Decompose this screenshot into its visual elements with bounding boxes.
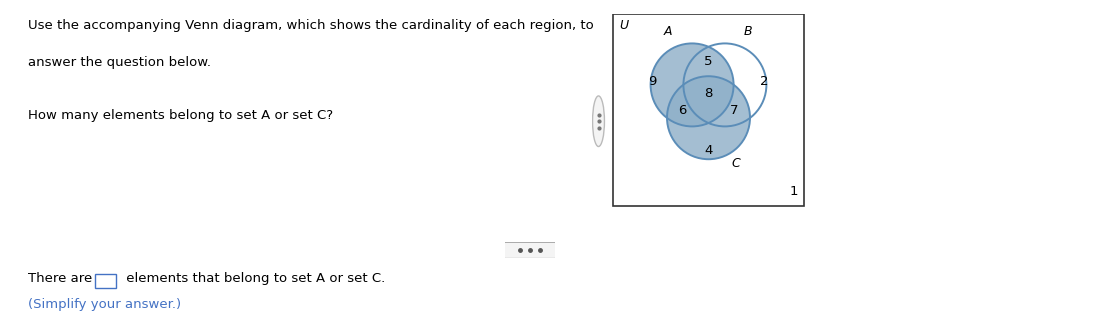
Text: U: U xyxy=(620,19,629,32)
FancyBboxPatch shape xyxy=(504,242,556,258)
Text: 5: 5 xyxy=(704,55,713,68)
Text: 9: 9 xyxy=(648,75,657,87)
FancyBboxPatch shape xyxy=(94,274,116,288)
Circle shape xyxy=(667,76,750,159)
Text: 2: 2 xyxy=(760,75,769,87)
Circle shape xyxy=(650,43,734,126)
Text: How many elements belong to set A or set C?: How many elements belong to set A or set… xyxy=(28,109,333,122)
Circle shape xyxy=(650,43,734,126)
Text: 7: 7 xyxy=(730,103,739,116)
Text: (Simplify your answer.): (Simplify your answer.) xyxy=(28,298,181,311)
Text: B: B xyxy=(744,25,752,38)
Text: C: C xyxy=(731,157,740,170)
Text: 8: 8 xyxy=(704,87,713,100)
Text: There are: There are xyxy=(28,272,96,285)
FancyBboxPatch shape xyxy=(613,14,804,205)
Text: 4: 4 xyxy=(704,144,713,157)
Text: A: A xyxy=(664,25,672,38)
Text: 1: 1 xyxy=(789,185,797,197)
Text: answer the question below.: answer the question below. xyxy=(28,56,211,69)
Text: elements that belong to set A or set C.: elements that belong to set A or set C. xyxy=(122,272,385,285)
Circle shape xyxy=(667,76,750,159)
Text: 6: 6 xyxy=(678,103,687,116)
Ellipse shape xyxy=(592,96,604,146)
Text: Use the accompanying Venn diagram, which shows the cardinality of each region, t: Use the accompanying Venn diagram, which… xyxy=(28,19,593,32)
